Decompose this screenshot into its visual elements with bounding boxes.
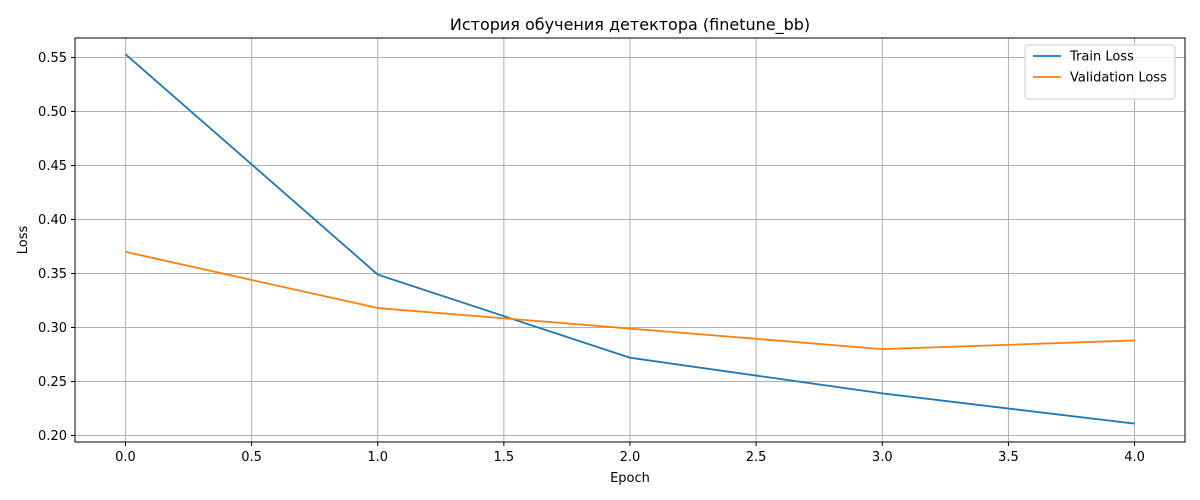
legend-box: [1024, 44, 1176, 100]
y-tick-label: 0.35: [38, 267, 67, 282]
y-tick-label: 0.50: [38, 105, 67, 120]
grid: [75, 38, 1185, 442]
series-line-1: [125, 251, 1135, 351]
y-tick-label: 0.20: [38, 429, 67, 444]
legend: Train Loss Validation Loss: [1024, 44, 1176, 100]
chart-title: История обучения детектора (finetune_bb): [450, 15, 810, 35]
x-tick-label: 3.5: [998, 450, 1019, 465]
x-tick-label: 4.0: [1124, 450, 1145, 465]
y-tick-label: 0.30: [38, 321, 67, 336]
series-line-0: [124, 53, 1135, 425]
x-tick-label: 0.5: [241, 450, 262, 465]
y-tick-label: 0.55: [38, 51, 67, 66]
x-tick-label: 0.0: [115, 450, 136, 465]
x-tick-label: 3.0: [872, 450, 893, 465]
y-tick-label: 0.40: [38, 213, 67, 228]
x-tick-label: 1.0: [367, 450, 388, 465]
x-tick-label: 1.5: [494, 450, 515, 465]
y-axis-label: Loss: [16, 226, 31, 255]
x-axis-label: Epoch: [610, 471, 650, 486]
legend-label: Validation Loss: [1070, 71, 1167, 86]
x-tick-label: 2.0: [620, 450, 641, 465]
legend-label: Train Loss: [1069, 50, 1134, 65]
x-tick-label: 2.5: [746, 450, 767, 465]
series-lines: [124, 53, 1135, 425]
axis-ticks: 0.0 0.5 1.0 1.5 2.0 2.5 3.0 3.5 4.0 0.20 0.25 0.30 0…: [38, 51, 1145, 465]
y-tick-label: 0.45: [38, 159, 67, 174]
y-tick-label: 0.25: [38, 375, 67, 390]
